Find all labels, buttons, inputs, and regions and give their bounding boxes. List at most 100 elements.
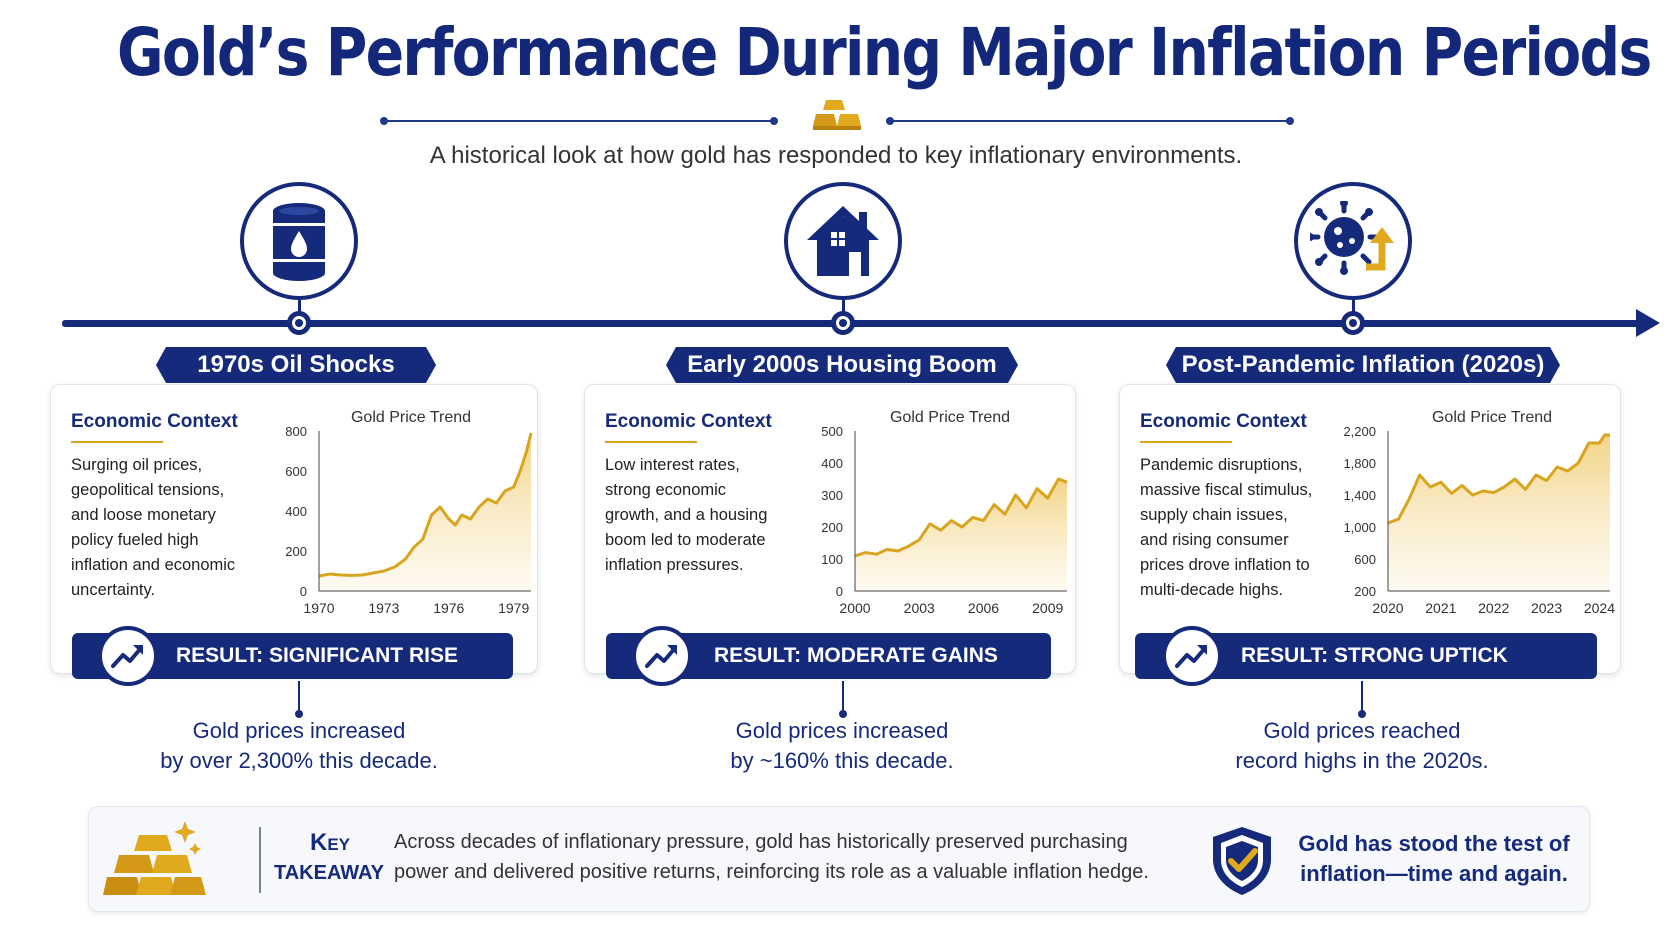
trend-up-icon [111,645,143,668]
takeaway-divider [259,827,261,893]
x-tick-label: 1979 [498,600,529,616]
x-tick-label: 2006 [968,600,999,616]
price-area [1388,435,1610,591]
chart-title: Gold Price Trend [1431,409,1553,426]
y-tick-label: 400 [821,456,843,471]
gold-price-chart-2000s: 0 100 200 300 400 500 2000 2003 2006 2009 [821,425,1068,616]
result-text-1: Gold prices increased by over 2,300% thi… [119,716,479,776]
x-tick-label: 2023 [1531,600,1562,616]
trend-up-icon [1175,645,1207,668]
y-tick-label: 0 [300,584,307,599]
x-tick-label: 2003 [904,600,935,616]
takeaway-label-key: Key [309,829,350,856]
x-tick-label: 2009 [1032,600,1063,616]
price-line [854,477,1068,558]
shield-check-icon [1213,827,1271,895]
result-icon-circle-3 [1162,626,1222,686]
price-area [319,433,531,591]
y-tick-label: 600 [1354,552,1376,567]
gold-price-chart-1970s: 0 200 400 600 800 1970 1973 1976 1979 [285,425,533,616]
y-tick-label: 500 [821,425,843,439]
y-tick-label: 0 [836,584,843,599]
period-banner-1: 1970s Oil Shocks [156,347,436,383]
x-tick-label: 2024 [1584,600,1615,616]
period-card-3: Economic Context Pandemic disruptions, m… [1119,384,1621,674]
context-heading: Economic Context [1140,411,1307,432]
timeline-node-2 [831,311,855,335]
takeaway-label-takeaway: TAKEAWAY [273,862,385,884]
y-tick-label: 2,200 [1343,425,1376,439]
context-heading: Economic Context [605,411,772,432]
context-text: Pandemic disruptions, massive fiscal sti… [1140,456,1313,599]
virus-with-up-arrow-icon [1310,201,1394,275]
period-2-icon-circle [784,182,902,300]
result-text-3: Gold prices reached record highs in the … [1182,716,1542,776]
period-1-icon-stem [298,298,301,312]
x-tick-label: 2021 [1425,600,1456,616]
y-tick-label: 300 [821,488,843,503]
takeaway-body: Across decades of inflationary pressure,… [394,831,1149,883]
key-takeaway-panel: Key TAKEAWAY Across decades of inflation… [88,806,1590,912]
period-2-icon-stem [842,298,845,312]
result-text-2: Gold prices increased by ~160% this deca… [662,716,1022,776]
y-tick-label: 400 [285,504,307,519]
result-label: RESULT: MODERATE GAINS [714,644,998,667]
context-text: Surging oil prices, geopolitical tension… [71,456,236,599]
result-text-line-2: by over 2,300% this decade. [160,748,438,773]
x-tick-label: 2000 [839,600,870,616]
price-line [1387,433,1610,525]
gold-bars-icon [813,100,861,130]
house-icon [807,206,879,276]
y-tick-label: 1,800 [1343,456,1376,471]
result-label: RESULT: STRONG UPTICK [1241,644,1508,667]
y-tick-label: 200 [285,544,307,559]
result-stem-1 [295,681,303,718]
result-text-line-1: Gold prices increased [192,718,406,743]
result-label: RESULT: SIGNIFICANT RISE [176,644,458,667]
y-tick-label: 1,400 [1343,488,1376,503]
y-tick-label: 200 [1354,584,1376,599]
period-card-1: Economic Context Surging oil prices, geo… [50,384,538,674]
result-text-line-2: by ~160% this decade. [730,748,954,773]
price-area [855,479,1067,591]
context-underline [605,441,697,443]
gold-bars-icon [103,821,206,895]
period-3-icon-stem [1352,298,1355,312]
result-text-line-1: Gold prices reached [1263,718,1461,743]
x-tick-label: 2022 [1478,600,1509,616]
price-line [318,432,533,578]
result-text-line-1: Gold prices increased [735,718,949,743]
timeline-arrow-icon [1636,309,1660,337]
timeline-node-3 [1341,311,1365,335]
period-card-2: Economic Context Low interest rates, str… [584,384,1076,674]
x-tick-label: 1973 [368,600,399,616]
result-icon-circle-2 [632,626,692,686]
chart-title: Gold Price Trend [350,409,472,426]
x-tick-label: 2020 [1372,600,1403,616]
chart-title: Gold Price Trend [889,409,1011,426]
period-banner-3: Post-Pandemic Inflation (2020s) [1166,347,1560,383]
y-tick-label: 600 [285,464,307,479]
oil-barrel-icon [273,203,325,281]
context-text: Low interest rates, strong economic grow… [605,456,768,574]
timeline-node-1 [287,311,311,335]
y-tick-label: 200 [821,520,843,535]
y-tick-label: 100 [821,552,843,567]
subtitle: A historical look at how gold has respon… [429,142,1243,169]
y-tick-label: 800 [285,425,307,439]
context-underline [71,441,163,443]
trend-up-icon [645,645,677,668]
result-stem-2 [839,681,847,718]
result-text-line-2: record highs in the 2020s. [1235,748,1489,773]
y-tick-label: 1,000 [1343,520,1376,535]
title-divider-left [380,117,778,125]
takeaway-slogan: Gold has stood the test of inflation—tim… [1298,831,1570,886]
result-icon-circle-1 [98,626,158,686]
gold-price-chart-2020s: 200 600 1,000 1,400 1,800 2,200 2020 2021 2022 20… [1343,425,1615,616]
period-3-icon-circle [1294,182,1412,300]
x-tick-label: 1976 [433,600,464,616]
context-underline [1140,441,1232,443]
context-heading: Economic Context [71,411,238,432]
x-tick-label: 1970 [303,600,334,616]
result-stem-3 [1358,681,1366,718]
